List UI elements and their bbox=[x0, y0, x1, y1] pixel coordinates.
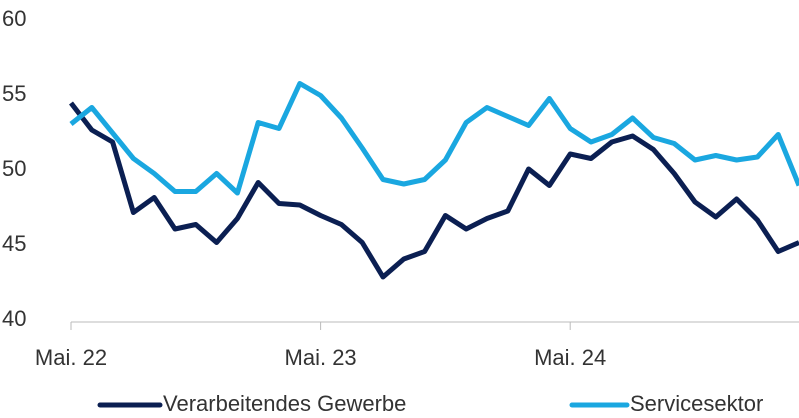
y-tick-label: 55 bbox=[2, 81, 26, 106]
series-line bbox=[69, 81, 799, 196]
y-tick-label: 60 bbox=[2, 6, 26, 31]
x-tick-label: Mai. 24 bbox=[534, 345, 606, 370]
x-tick-label: Mai. 22 bbox=[35, 345, 107, 370]
legend-label: Verarbeitendes Gewerbe bbox=[163, 391, 406, 416]
y-tick-label: 40 bbox=[2, 306, 26, 331]
x-tick-label: Mai. 23 bbox=[285, 345, 357, 370]
y-tick-label: 50 bbox=[2, 156, 26, 181]
y-tick-label: 45 bbox=[2, 231, 26, 256]
legend-label: Servicesektor bbox=[630, 391, 763, 416]
series-line bbox=[69, 101, 799, 280]
